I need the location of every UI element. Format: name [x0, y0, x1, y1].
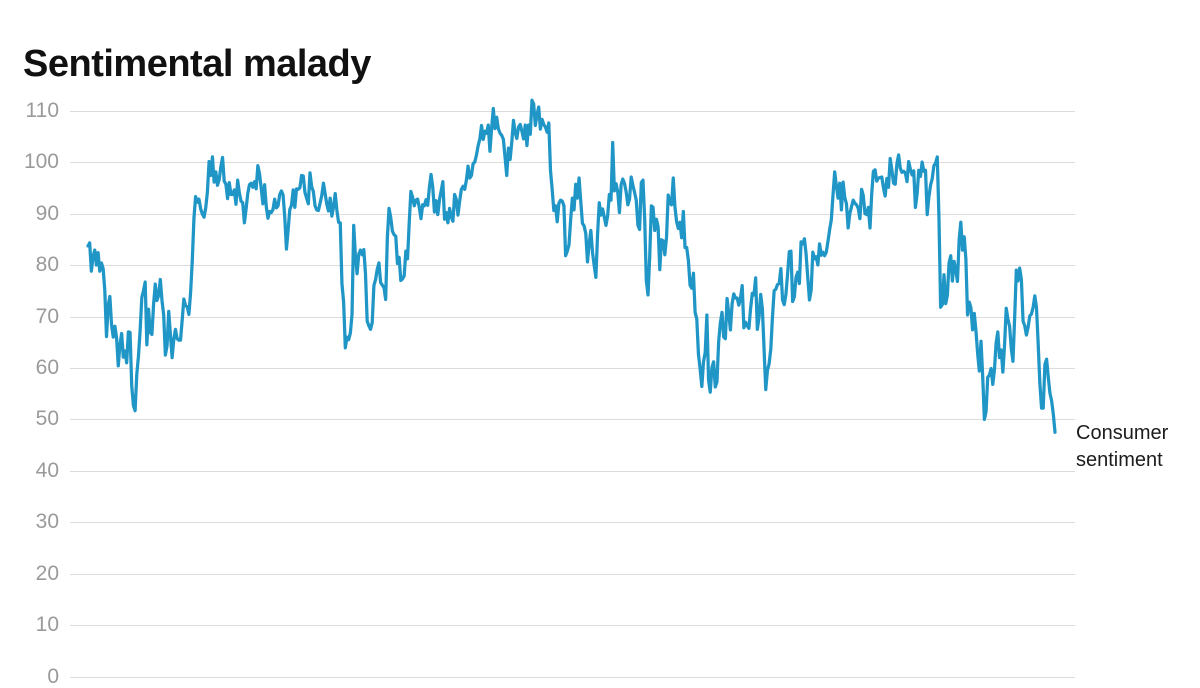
gridline — [70, 368, 1075, 369]
y-axis-tick-label: 90 — [35, 201, 59, 225]
gridline — [70, 470, 1075, 472]
page-title: Sentimental malady — [23, 43, 371, 86]
gridline — [70, 265, 1075, 266]
gridline — [70, 522, 1075, 524]
y-axis-tick-label: 20 — [35, 561, 59, 585]
gridline — [70, 419, 1075, 421]
consumer-sentiment-line — [86, 98, 1057, 434]
gridline — [70, 110, 1075, 112]
gridline — [70, 625, 1075, 627]
gridline — [70, 316, 1075, 318]
gridline — [70, 573, 1075, 575]
y-axis-tick-label: 50 — [35, 407, 59, 431]
gridline — [70, 162, 1075, 164]
series-label: Consumer sentiment — [1076, 422, 1169, 471]
y-axis-tick-label: 10 — [35, 613, 59, 637]
y-axis-tick-label: 40 — [35, 458, 59, 482]
gridline — [70, 676, 1075, 678]
y-axis-tick-label: 100 — [23, 150, 59, 174]
y-axis-tick-label: 80 — [35, 253, 59, 276]
y-axis-tick-label: 60 — [35, 356, 59, 379]
y-axis-tick-label: 70 — [35, 304, 59, 328]
y-axis-tick-label: 30 — [35, 510, 59, 534]
y-axis-tick-label: 110 — [25, 98, 59, 122]
